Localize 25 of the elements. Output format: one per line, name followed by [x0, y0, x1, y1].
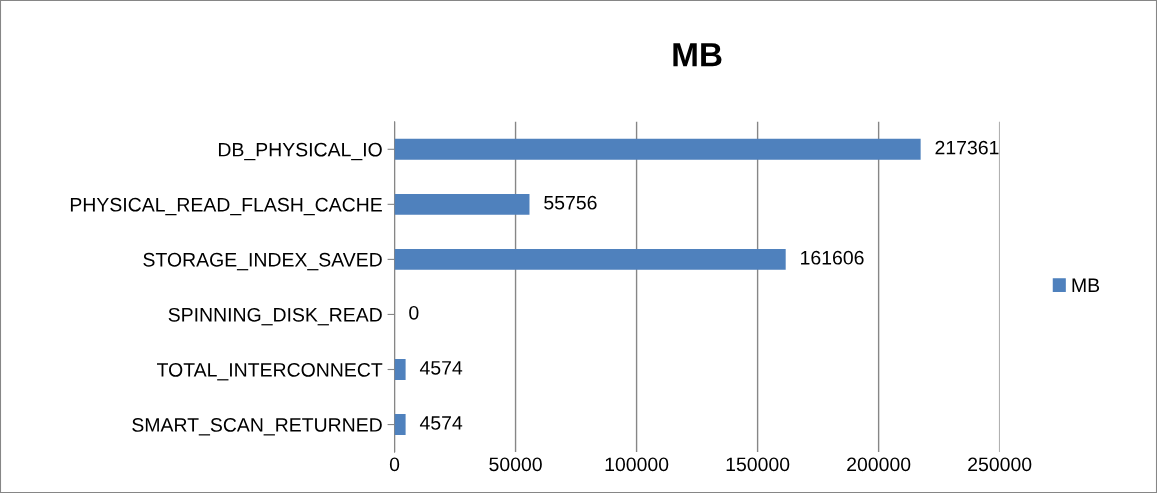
y-tick-label: DB_PHYSICAL_IO	[218, 142, 382, 161]
y-tick-label: SMART_SCAN_RETURNED	[132, 418, 382, 436]
y-tick-label: PHYSICAL_READ_FLASH_CACHE	[70, 197, 382, 216]
data-label: 4574	[419, 361, 463, 375]
data-label: 4574	[419, 416, 463, 430]
x-tick-label: 0	[389, 457, 400, 472]
x-tick-label: 50000	[489, 457, 542, 472]
x-tick-label: 200000	[847, 457, 911, 472]
data-label: 0	[409, 305, 419, 320]
data-label: 217361	[935, 140, 999, 155]
data-label: 161606	[801, 250, 864, 265]
bar	[394, 248, 786, 270]
bar	[394, 359, 406, 380]
bar	[394, 138, 921, 160]
legend-label: MB	[1072, 278, 1100, 292]
chart-title: MB	[673, 43, 722, 67]
y-tick-label: TOTAL_INTERCONNECT	[157, 362, 383, 381]
x-tick-label: 150000	[726, 457, 790, 472]
x-tick-label: 100000	[605, 457, 669, 472]
bar	[394, 193, 530, 215]
x-tick-label: 250000	[968, 457, 1032, 472]
bar	[394, 414, 406, 436]
y-tick-label: STORAGE_INDEX_SAVED	[143, 252, 382, 271]
data-label: 55756	[544, 195, 597, 210]
y-tick-label: SPINNING_DISK_READ	[168, 307, 382, 326]
